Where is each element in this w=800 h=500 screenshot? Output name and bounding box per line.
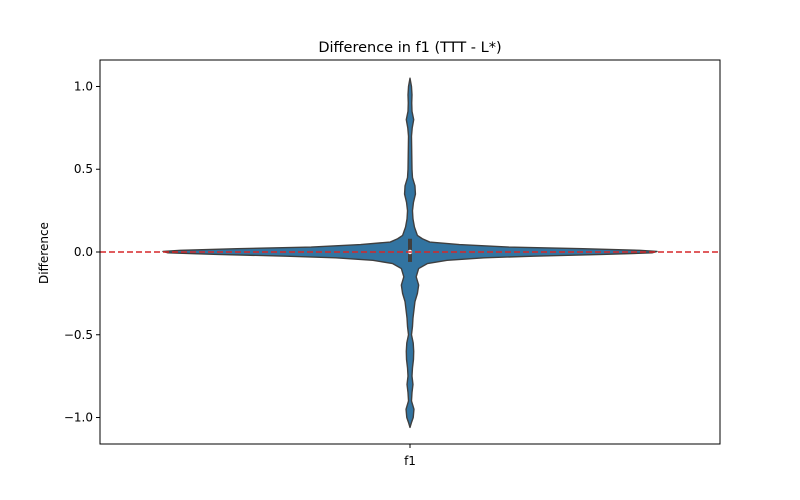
y-tick-label: −0.5 bbox=[64, 328, 93, 342]
x-tick-label: f1 bbox=[404, 454, 416, 468]
y-tick-label: −1.0 bbox=[64, 411, 93, 425]
y-tick-label: 0.0 bbox=[74, 245, 93, 259]
plot-area: 1.0 0.5 0.0 −0.5 −1.0 f1 bbox=[64, 59, 721, 468]
y-tick-label: 1.0 bbox=[74, 79, 93, 93]
y-tick-label: 0.5 bbox=[74, 162, 93, 176]
chart-title: Difference in f1 (TTT - L*) bbox=[318, 40, 501, 56]
y-axis-label: Difference bbox=[37, 222, 51, 284]
